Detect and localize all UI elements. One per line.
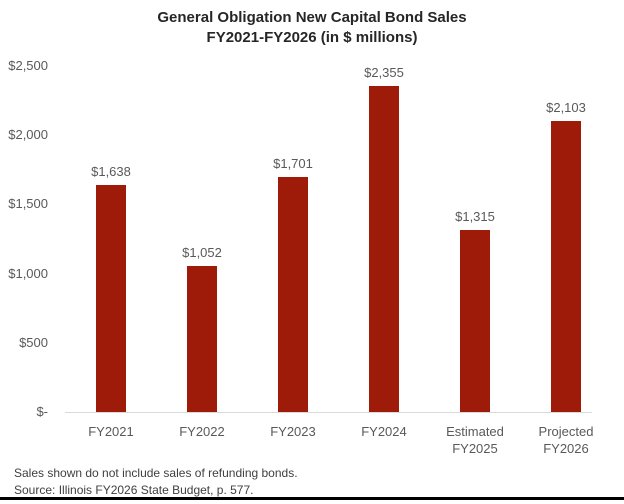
bar-value-label: $1,052 (182, 245, 222, 261)
bar-value-label: $1,701 (273, 155, 313, 171)
footnote-refunding-bonds: Sales shown do not include sales of refu… (14, 466, 298, 480)
y-axis-tick-label: $500 (19, 334, 48, 350)
x-axis-label-line: FY2021 (88, 424, 134, 439)
x-axis-label-line: FY2024 (361, 424, 407, 439)
bar-value-label: $1,638 (91, 164, 131, 180)
bar-fy2023 (278, 176, 308, 412)
bar-value-label: $2,103 (546, 99, 586, 115)
bar-fy2024 (369, 86, 399, 412)
bar-fy2021 (96, 185, 126, 412)
bar-projected-fy2026 (551, 120, 581, 412)
x-axis-label: Estimated FY2025 (427, 423, 523, 457)
chart-title-line1: General Obligation New Capital Bond Sale… (157, 9, 467, 26)
x-axis-label-line: FY2026 (543, 441, 589, 456)
x-axis-label-line: FY2025 (452, 441, 498, 456)
y-axis-tick-label: $- (36, 404, 48, 419)
bar-estimated-fy2025 (460, 230, 490, 412)
chart-title-line2: FY2021-FY2026 (in $ millions) (206, 29, 418, 46)
chart-title: General Obligation New Capital Bond Sale… (0, 8, 624, 48)
bar-value-label: $2,355 (364, 65, 404, 81)
x-axis-label: FY2022 (154, 423, 250, 440)
x-axis-label-line: FY2023 (270, 424, 316, 439)
x-axis-label: FY2023 (245, 423, 341, 440)
x-axis-label-line: Estimated (446, 424, 504, 439)
x-axis-label: FY2021 (63, 423, 159, 440)
bar-fy2022 (187, 266, 217, 412)
y-axis-tick-label: $1,000 (8, 265, 48, 281)
x-axis-label-line: FY2022 (179, 424, 225, 439)
x-axis-label-line: Projected (538, 424, 594, 439)
y-axis-tick-label: $1,500 (8, 196, 48, 212)
x-axis-label: FY2024 (336, 423, 432, 440)
footnote-source: Source: Illinois FY2026 State Budget, p.… (14, 483, 254, 497)
bar-value-label: $1,315 (455, 209, 495, 224)
chart-footnotes: Sales shown do not include sales of refu… (14, 465, 298, 499)
y-axis-tick-label: $2,500 (8, 58, 48, 73)
y-axis-tick-label: $2,000 (8, 127, 48, 143)
bottom-divider (0, 497, 624, 500)
x-axis-label: Projected FY2026 (518, 423, 614, 457)
x-axis-line (65, 412, 592, 413)
